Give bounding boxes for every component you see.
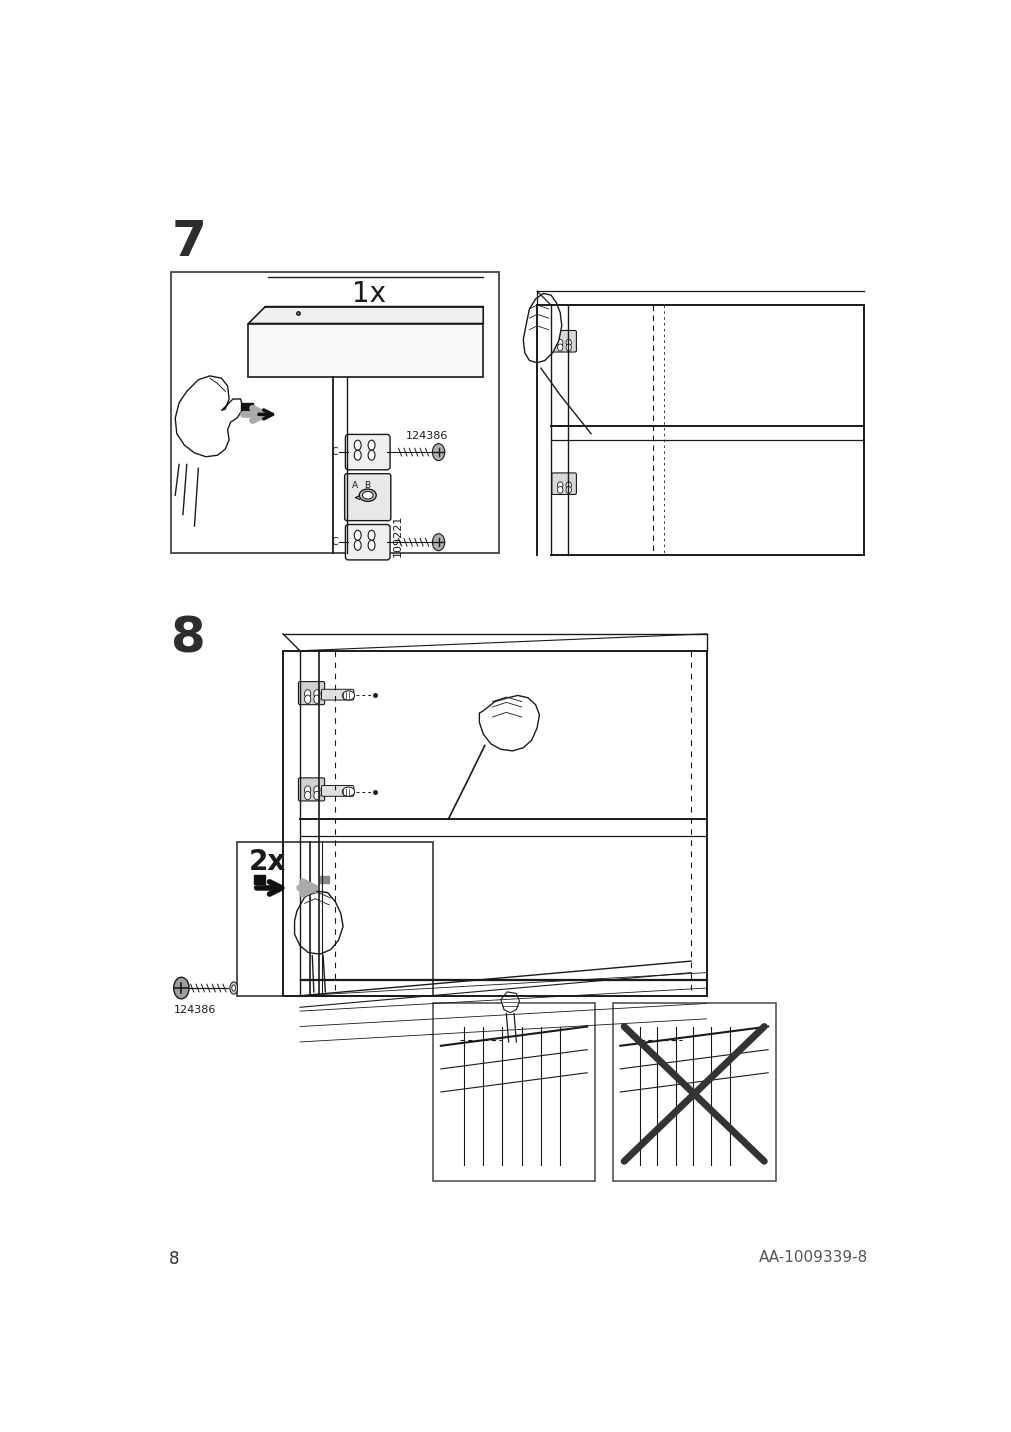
FancyBboxPatch shape: [345, 474, 390, 521]
Ellipse shape: [557, 481, 562, 488]
Ellipse shape: [565, 487, 571, 493]
FancyBboxPatch shape: [298, 778, 325, 800]
Polygon shape: [500, 992, 519, 1012]
Ellipse shape: [432, 534, 444, 551]
Ellipse shape: [565, 344, 571, 351]
Ellipse shape: [174, 977, 189, 1000]
Ellipse shape: [304, 690, 310, 699]
Polygon shape: [248, 324, 483, 378]
Ellipse shape: [368, 540, 375, 550]
FancyBboxPatch shape: [551, 331, 576, 352]
Ellipse shape: [354, 450, 361, 460]
FancyBboxPatch shape: [298, 682, 325, 705]
Ellipse shape: [304, 792, 310, 800]
Ellipse shape: [313, 695, 319, 703]
Text: C: C: [331, 537, 338, 547]
Bar: [241, 402, 253, 411]
Ellipse shape: [565, 481, 571, 488]
Text: 2x: 2x: [249, 848, 286, 876]
Ellipse shape: [565, 339, 571, 347]
Ellipse shape: [313, 786, 319, 795]
Ellipse shape: [368, 530, 375, 540]
Text: 109221: 109221: [392, 514, 402, 557]
FancyBboxPatch shape: [551, 473, 576, 494]
FancyBboxPatch shape: [321, 689, 354, 700]
Bar: [237, 842, 433, 995]
Ellipse shape: [313, 690, 319, 699]
Bar: [612, 1004, 775, 1180]
Polygon shape: [479, 696, 539, 750]
Bar: [254, 875, 265, 884]
Ellipse shape: [313, 792, 319, 800]
Bar: [433, 1004, 594, 1180]
Polygon shape: [175, 375, 243, 457]
Text: C: C: [331, 447, 338, 457]
Ellipse shape: [557, 487, 562, 493]
Ellipse shape: [368, 450, 375, 460]
Ellipse shape: [359, 490, 376, 501]
Polygon shape: [523, 294, 561, 362]
Ellipse shape: [229, 982, 238, 994]
Ellipse shape: [354, 530, 361, 540]
Bar: [171, 272, 498, 553]
Ellipse shape: [354, 440, 361, 450]
Ellipse shape: [354, 540, 361, 550]
Text: 8: 8: [169, 1250, 179, 1267]
Ellipse shape: [368, 440, 375, 450]
Ellipse shape: [342, 788, 354, 796]
Ellipse shape: [232, 985, 236, 991]
Ellipse shape: [557, 344, 562, 351]
Text: 8: 8: [171, 614, 206, 663]
Bar: [319, 875, 329, 884]
Text: 1x: 1x: [352, 279, 386, 308]
Text: AA-1009339-8: AA-1009339-8: [758, 1250, 867, 1264]
Text: 7: 7: [171, 218, 206, 266]
Ellipse shape: [342, 690, 354, 700]
FancyBboxPatch shape: [345, 434, 389, 470]
Ellipse shape: [304, 695, 310, 703]
Text: 124386: 124386: [174, 1005, 216, 1015]
Text: A: A: [351, 481, 357, 490]
FancyBboxPatch shape: [321, 786, 354, 796]
Text: B: B: [364, 481, 370, 490]
Text: 124386: 124386: [405, 431, 448, 441]
Ellipse shape: [557, 339, 562, 347]
Ellipse shape: [304, 786, 310, 795]
Polygon shape: [248, 306, 483, 324]
Ellipse shape: [432, 444, 444, 461]
FancyBboxPatch shape: [345, 524, 389, 560]
Polygon shape: [294, 891, 343, 954]
Ellipse shape: [362, 491, 373, 500]
